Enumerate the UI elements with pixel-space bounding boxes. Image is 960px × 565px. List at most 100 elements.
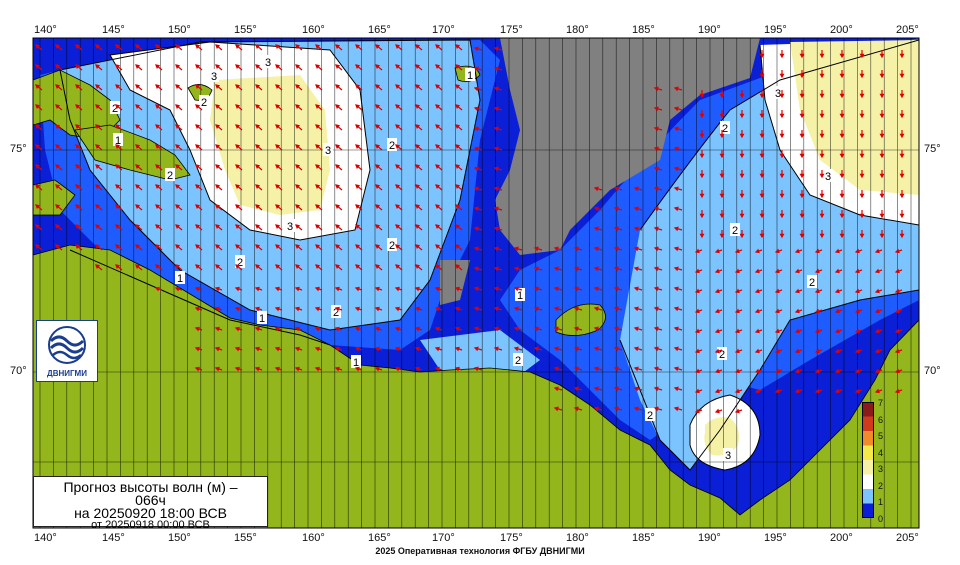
arrow-head (434, 366, 440, 372)
arrow-head (894, 388, 900, 394)
arrow-head (613, 366, 619, 372)
arrow-head (819, 153, 825, 159)
arrow-head (493, 326, 499, 332)
contour-label-bg (209, 69, 219, 82)
arrow-head (214, 326, 220, 332)
arrow-head (814, 308, 820, 314)
arrow-head (275, 204, 281, 209)
arrow-head (255, 104, 261, 109)
arrow-head (415, 224, 421, 229)
arrow-head (699, 113, 705, 119)
arrow-head (754, 368, 760, 374)
arrow-head (95, 244, 101, 249)
arrow-head (375, 124, 381, 129)
arrow-head (214, 366, 220, 372)
arrow-head (894, 368, 900, 374)
arrow-head (135, 84, 141, 89)
contour-label-bg (331, 305, 341, 318)
contour-label: 2 (167, 170, 173, 182)
arrow-head (894, 288, 900, 294)
arrow-head (839, 213, 845, 219)
arrow-head (215, 244, 221, 249)
contour-label: 1 (517, 290, 523, 302)
arrow-head (593, 366, 599, 372)
arrow-head (374, 326, 380, 332)
arrow-head (334, 326, 340, 332)
arrow-head (899, 153, 905, 159)
arrow-head (435, 144, 441, 149)
arrow-head (354, 346, 360, 352)
arrow-head (455, 84, 461, 89)
arrow-head (814, 348, 820, 354)
arrow-head (493, 126, 499, 132)
arrow-head (653, 346, 659, 352)
arrow-head (355, 44, 361, 49)
arrow-head (714, 248, 720, 254)
arrow-head (175, 144, 181, 149)
contour-label: 1 (177, 273, 183, 285)
arrow-head (315, 244, 321, 249)
arrow-head (699, 173, 705, 179)
arrow-head (435, 244, 441, 249)
arrow-head (759, 133, 765, 139)
arrow-head (155, 144, 161, 149)
arrow-head (75, 104, 81, 109)
wave-direction-arrows (35, 44, 905, 414)
arrow-head (135, 44, 141, 49)
arrow-head (75, 204, 81, 209)
arrow-head (719, 93, 725, 99)
arrow-head (839, 173, 845, 179)
legend-swatch (862, 402, 874, 417)
longitude-label-bot: 165° (368, 532, 391, 544)
arrow-head (115, 64, 121, 69)
arrow-head (779, 173, 785, 179)
arrow-head (375, 184, 381, 189)
arrow-head (255, 44, 261, 49)
arrow-head (719, 193, 725, 199)
legend-swatch (862, 503, 874, 518)
legend-label: 1 (878, 497, 884, 507)
arrow-head (75, 64, 81, 69)
arrow-head (294, 286, 300, 292)
arrow-head (35, 204, 41, 209)
arrow-head (673, 126, 679, 132)
arrow-head (334, 306, 340, 312)
longitude-label-bot: 145° (102, 532, 125, 544)
arrow-head (573, 406, 579, 412)
contour-label: 3 (265, 57, 271, 69)
arrow-head (395, 204, 401, 209)
arrow-head (175, 244, 181, 249)
contour-label: 1 (353, 357, 359, 369)
arrow-head (415, 264, 421, 269)
arrow-head (395, 84, 401, 89)
arrow-head (834, 328, 840, 334)
longitude-label-bot: 160° (302, 532, 325, 544)
arrow-head (553, 266, 559, 272)
arrow-head (814, 288, 820, 294)
arrow-head (493, 66, 499, 72)
arrow-head (95, 224, 101, 229)
arrow-head (215, 164, 221, 169)
arrow-head (374, 366, 380, 372)
arrow-head (854, 348, 860, 354)
arrow-head (734, 268, 740, 274)
arrow-head (175, 224, 181, 229)
arrow-head (513, 326, 519, 332)
arrow-head (799, 173, 805, 179)
arrow-head (859, 133, 865, 139)
arrow-head (799, 113, 805, 119)
arrow-head (734, 288, 740, 294)
arrow-head (195, 164, 201, 169)
longitude-label-bot: 150° (168, 532, 191, 544)
arrow-head (894, 268, 900, 274)
arrow-head (899, 73, 905, 79)
arrow-head (533, 266, 539, 272)
arrow-head (774, 288, 780, 294)
arrow-head (395, 44, 401, 49)
contour-label-bg (717, 347, 727, 360)
arrow-head (699, 133, 705, 139)
arrow-head (135, 184, 141, 189)
legend-label: 6 (878, 414, 884, 425)
arrow-head (274, 346, 280, 352)
arrow-head (473, 366, 479, 372)
